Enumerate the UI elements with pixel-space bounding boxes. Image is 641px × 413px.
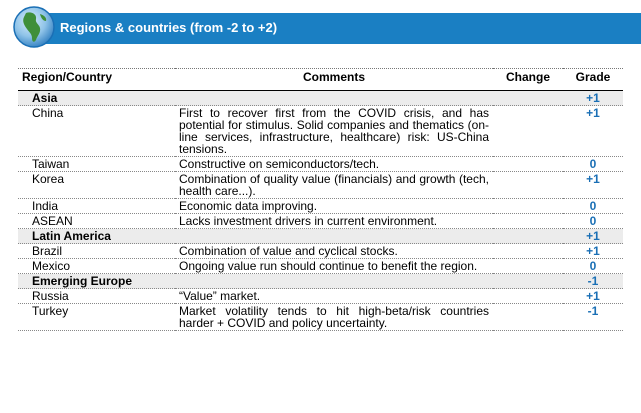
table-row: Korea Combination of quality value (finan… — [18, 171, 623, 199]
row-change — [493, 213, 563, 229]
row-change — [493, 90, 563, 106]
regions-table: Region/Country Comments Change Grade Asi… — [18, 68, 623, 331]
row-comment: “Value” market. — [175, 288, 493, 304]
regions-table-container: Region/Country Comments Change Grade Asi… — [18, 68, 623, 331]
table-header-row: Region/Country Comments Change Grade — [18, 68, 623, 91]
column-header-change: Change — [493, 68, 563, 91]
row-name: Brazil — [18, 243, 175, 259]
table-row: Russia “Value” market. +1 — [18, 288, 623, 304]
row-grade: +1 — [563, 171, 623, 199]
row-comment — [175, 228, 493, 244]
header-title: Regions & countries (from -2 to +2) — [60, 20, 278, 35]
row-name: ASEAN — [18, 213, 175, 229]
column-header-grade: Grade — [563, 68, 623, 91]
region-row: Latin America +1 — [18, 228, 623, 244]
row-change — [493, 198, 563, 214]
row-comment — [175, 273, 493, 289]
row-grade: +1 — [563, 288, 623, 304]
column-header-region: Region/Country — [18, 68, 175, 91]
row-name: Asia — [18, 90, 175, 106]
row-change — [493, 243, 563, 259]
header-bar — [40, 13, 641, 44]
row-grade: +1 — [563, 105, 623, 157]
row-grade: -1 — [563, 303, 623, 331]
row-change — [493, 288, 563, 304]
row-grade: 0 — [563, 213, 623, 229]
row-comment: Combination of value and cyclical stocks… — [175, 243, 493, 259]
row-grade: 0 — [563, 156, 623, 172]
row-grade: 0 — [563, 198, 623, 214]
row-name: Latin America — [18, 228, 175, 244]
table-row: ASEAN Lacks investment drivers in current… — [18, 213, 623, 229]
row-name: Russia — [18, 288, 175, 304]
row-comment — [175, 90, 493, 106]
row-grade: +1 — [563, 243, 623, 259]
table-row: China First to recover first from the COV… — [18, 105, 623, 157]
row-name: China — [18, 105, 175, 157]
row-grade: -1 — [563, 273, 623, 289]
row-comment: Lacks investment drivers in current envi… — [175, 213, 493, 229]
row-change — [493, 303, 563, 331]
column-header-comments: Comments — [175, 68, 493, 91]
row-name: Emerging Europe — [18, 273, 175, 289]
row-grade: 0 — [563, 258, 623, 274]
table-row: Mexico Ongoing value run should continue … — [18, 258, 623, 274]
row-change — [493, 156, 563, 172]
row-change — [493, 171, 563, 199]
table-row: India Economic data improving. 0 — [18, 198, 623, 214]
row-change — [493, 228, 563, 244]
region-row: Emerging Europe -1 — [18, 273, 623, 289]
globe-icon — [13, 6, 55, 48]
row-change — [493, 105, 563, 157]
row-change — [493, 273, 563, 289]
region-row: Asia +1 — [18, 90, 623, 106]
row-change — [493, 258, 563, 274]
row-name: Korea — [18, 171, 175, 199]
table-body: Asia +1 China First to recover first from t… — [18, 90, 623, 331]
table-row: Taiwan Constructive on semiconductors/tec… — [18, 156, 623, 172]
table-row: Brazil Combination of value and cyclical … — [18, 243, 623, 259]
row-comment: First to recover first from the COVID cr… — [175, 105, 493, 157]
row-comment: Combination of quality value (financials… — [175, 171, 493, 199]
row-name: Taiwan — [18, 156, 175, 172]
row-comment: Economic data improving. — [175, 198, 493, 214]
row-comment: Ongoing value run should continue to ben… — [175, 258, 493, 274]
table-row: Turkey Market volatility tends to hit hig… — [18, 303, 623, 331]
row-name: India — [18, 198, 175, 214]
row-comment: Constructive on semiconductors/tech. — [175, 156, 493, 172]
row-grade: +1 — [563, 228, 623, 244]
row-grade: +1 — [563, 90, 623, 106]
row-comment: Market volatility tends to hit high-beta… — [175, 303, 493, 331]
report-header: Regions & countries (from -2 to +2) — [0, 0, 641, 56]
row-name: Turkey — [18, 303, 175, 331]
row-name: Mexico — [18, 258, 175, 274]
